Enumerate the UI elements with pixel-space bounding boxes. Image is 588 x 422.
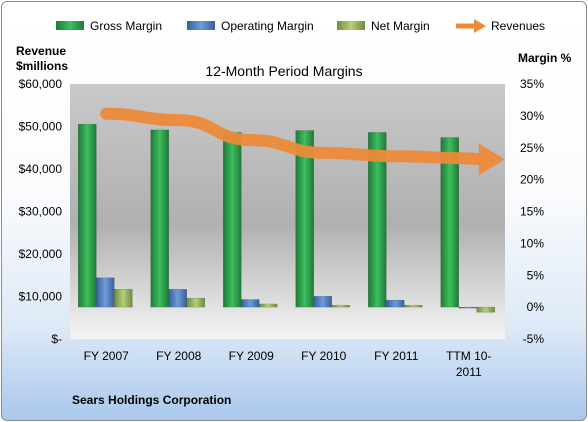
left-axis-ticks: $- $10,000 $20,000 $30,000 $40,000 $50,000 $60… — [19, 77, 63, 346]
right-tick-label: 0% — [527, 300, 545, 314]
bars — [78, 123, 495, 313]
legend-label-revenues: Revenues — [491, 19, 545, 33]
legend-swatch-net-margin — [337, 21, 365, 30]
right-tick-label: 25% — [520, 141, 544, 155]
legend-swatch-operating-margin — [187, 21, 215, 30]
category-label: 2011 — [456, 365, 482, 379]
bar-gross-margin — [223, 132, 242, 308]
left-axis-title-line1: Revenue — [16, 44, 66, 58]
left-tick-label: $20,000 — [19, 247, 63, 261]
bar-operating-margin — [168, 289, 187, 308]
bar-gross-margin — [295, 130, 314, 308]
bar-net-margin — [114, 289, 133, 308]
left-tick-label: $40,000 — [19, 162, 63, 176]
bar-operating-margin — [386, 299, 405, 308]
legend: Gross Margin Operating Margin Net Margin… — [56, 19, 545, 33]
left-tick-label: $30,000 — [19, 205, 63, 219]
category-label: FY 2009 — [229, 349, 274, 363]
left-tick-label: $10,000 — [19, 290, 63, 304]
bar-operating-margin — [313, 296, 332, 308]
chart-title: 12-Month Period Margins — [205, 63, 362, 79]
legend-label-operating-margin: Operating Margin — [221, 19, 314, 33]
left-axis-title-line2: $millions — [16, 59, 68, 73]
right-tick-label: 20% — [520, 173, 544, 187]
plot-area — [70, 84, 505, 339]
category-label: FY 2007 — [84, 349, 129, 363]
category-label: FY 2010 — [301, 349, 346, 363]
legend-label-net-margin: Net Margin — [371, 19, 430, 33]
right-tick-label: 30% — [520, 109, 544, 123]
bar-net-margin — [404, 304, 423, 308]
bar-gross-margin — [150, 129, 169, 308]
revenue-arrowhead — [478, 143, 505, 176]
bar-operating-margin — [241, 299, 260, 308]
revenue-line-group — [100, 107, 505, 176]
left-tick-label: $60,000 — [19, 77, 63, 91]
right-tick-label: 15% — [520, 205, 544, 219]
category-labels: FY 2007 FY 2008 FY 2009 FY 2010 FY 2011 TTM 1… — [84, 349, 492, 379]
bar-net-margin — [476, 306, 495, 313]
bar-operating-margin — [96, 277, 115, 308]
bar-gross-margin — [368, 132, 387, 308]
left-tick-label: $- — [51, 332, 62, 346]
right-tick-label: -5% — [523, 332, 545, 346]
right-tick-label: 35% — [520, 77, 544, 91]
legend-label-gross-margin: Gross Margin — [90, 19, 162, 33]
left-tick-label: $50,000 — [19, 120, 63, 134]
category-label: FY 2008 — [156, 349, 201, 363]
bar-net-margin — [331, 304, 350, 308]
revenue-line — [100, 107, 487, 166]
company-name: Sears Holdings Corporation — [72, 393, 231, 407]
bar-gross-margin — [78, 123, 97, 308]
legend-swatch-gross-margin — [56, 21, 84, 30]
right-tick-label: 5% — [527, 268, 545, 282]
bar-net-margin — [186, 297, 205, 308]
bar-net-margin — [259, 303, 278, 308]
bar-gross-margin — [440, 137, 459, 308]
right-tick-label: 10% — [520, 236, 544, 250]
category-label: FY 2011 — [374, 349, 419, 363]
bar-operating-margin — [458, 306, 477, 309]
right-axis-ticks: -5% 0% 5% 10% 15% 20% 25% 30% 35% — [520, 77, 544, 346]
category-label: TTM 10- — [446, 349, 491, 363]
right-axis-title: Margin % — [518, 51, 572, 65]
legend-arrowhead-revenues — [474, 19, 486, 33]
